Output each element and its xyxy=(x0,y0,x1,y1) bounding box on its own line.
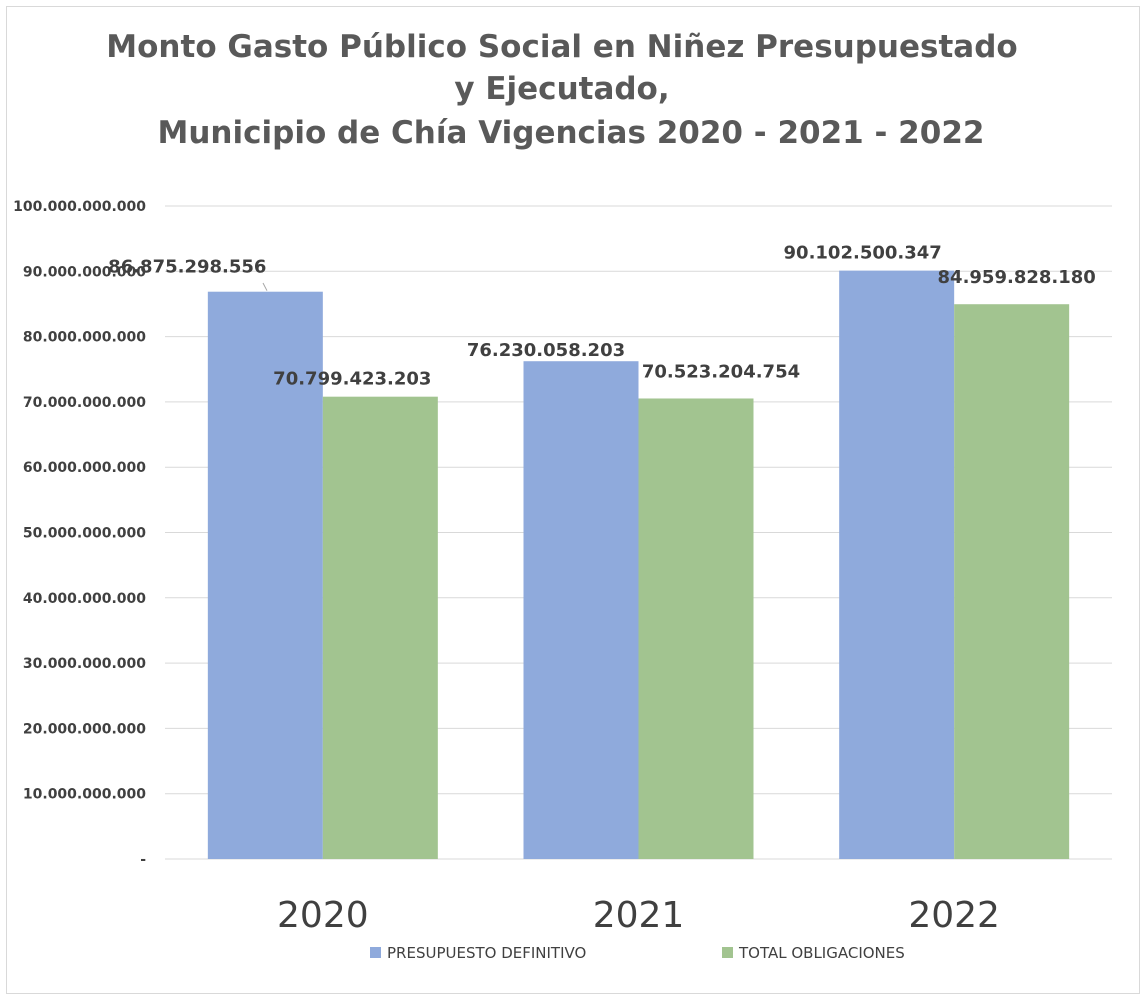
chart-title-line-2: y Ejecutado, xyxy=(454,71,669,107)
x-tick-label: 2022 xyxy=(908,895,1000,936)
y-tick-label: 80.000.000.000 xyxy=(23,330,146,346)
chart-title: Monto Gasto Público Social en Niñez Pres… xyxy=(106,29,1017,151)
bars xyxy=(207,270,1070,860)
y-axis-ticks: - 10.000.000.000 20.000.000.000 30.000.000.… xyxy=(13,199,146,868)
legend-label: TOTAL OBLIGACIONES xyxy=(738,944,905,962)
bar xyxy=(638,398,754,859)
y-tick-label: 30.000.000.000 xyxy=(23,656,146,672)
data-label: 76.230.058.203 xyxy=(467,340,625,361)
x-tick-label: 2020 xyxy=(277,895,369,936)
bar xyxy=(954,304,1070,860)
y-tick-label: 60.000.000.000 xyxy=(23,460,146,476)
label-leader-line xyxy=(262,282,268,291)
y-tick-label: 90.000.000.000 xyxy=(23,264,146,280)
y-tick-label: 50.000.000.000 xyxy=(23,526,146,542)
x-axis-ticks: 2020 2021 2022 xyxy=(277,895,1000,936)
y-tick-label: 100.000.000.000 xyxy=(13,199,146,215)
data-label: 90.102.500.347 xyxy=(784,243,942,264)
bar xyxy=(207,291,323,859)
chart-title-line-1: Monto Gasto Público Social en Niñez Pres… xyxy=(106,29,1017,65)
legend-label: PRESUPUESTO DEFINITIVO xyxy=(387,944,586,962)
data-label: 86.875.298.556 xyxy=(108,257,266,278)
y-tick-label: 40.000.000.000 xyxy=(23,591,146,607)
legend-swatch xyxy=(370,947,381,958)
legend-item: PRESUPUESTO DEFINITIVO xyxy=(370,944,586,962)
data-labels: 86.875.298.556 70.799.423.203 76.230.058.2… xyxy=(108,243,1096,390)
y-tick-label: 10.000.000.000 xyxy=(23,787,146,803)
legend: PRESUPUESTO DEFINITIVO TOTAL OBLIGACIONES xyxy=(370,944,905,962)
bar xyxy=(523,361,639,859)
bar xyxy=(322,396,438,859)
chart-title-line-3: Municipio de Chía Vigencias 2020 - 2021 … xyxy=(158,115,985,151)
x-tick-label: 2021 xyxy=(593,895,685,936)
y-tick-label: 70.000.000.000 xyxy=(23,395,146,411)
data-label: 84.959.828.180 xyxy=(938,267,1096,288)
data-label: 70.799.423.203 xyxy=(273,369,431,390)
legend-swatch xyxy=(722,947,733,958)
data-label: 70.523.204.754 xyxy=(642,361,800,382)
legend-item: TOTAL OBLIGACIONES xyxy=(722,944,905,962)
y-tick-label: 20.000.000.000 xyxy=(23,721,146,737)
bar xyxy=(839,270,955,859)
y-tick-label: - xyxy=(140,852,146,868)
